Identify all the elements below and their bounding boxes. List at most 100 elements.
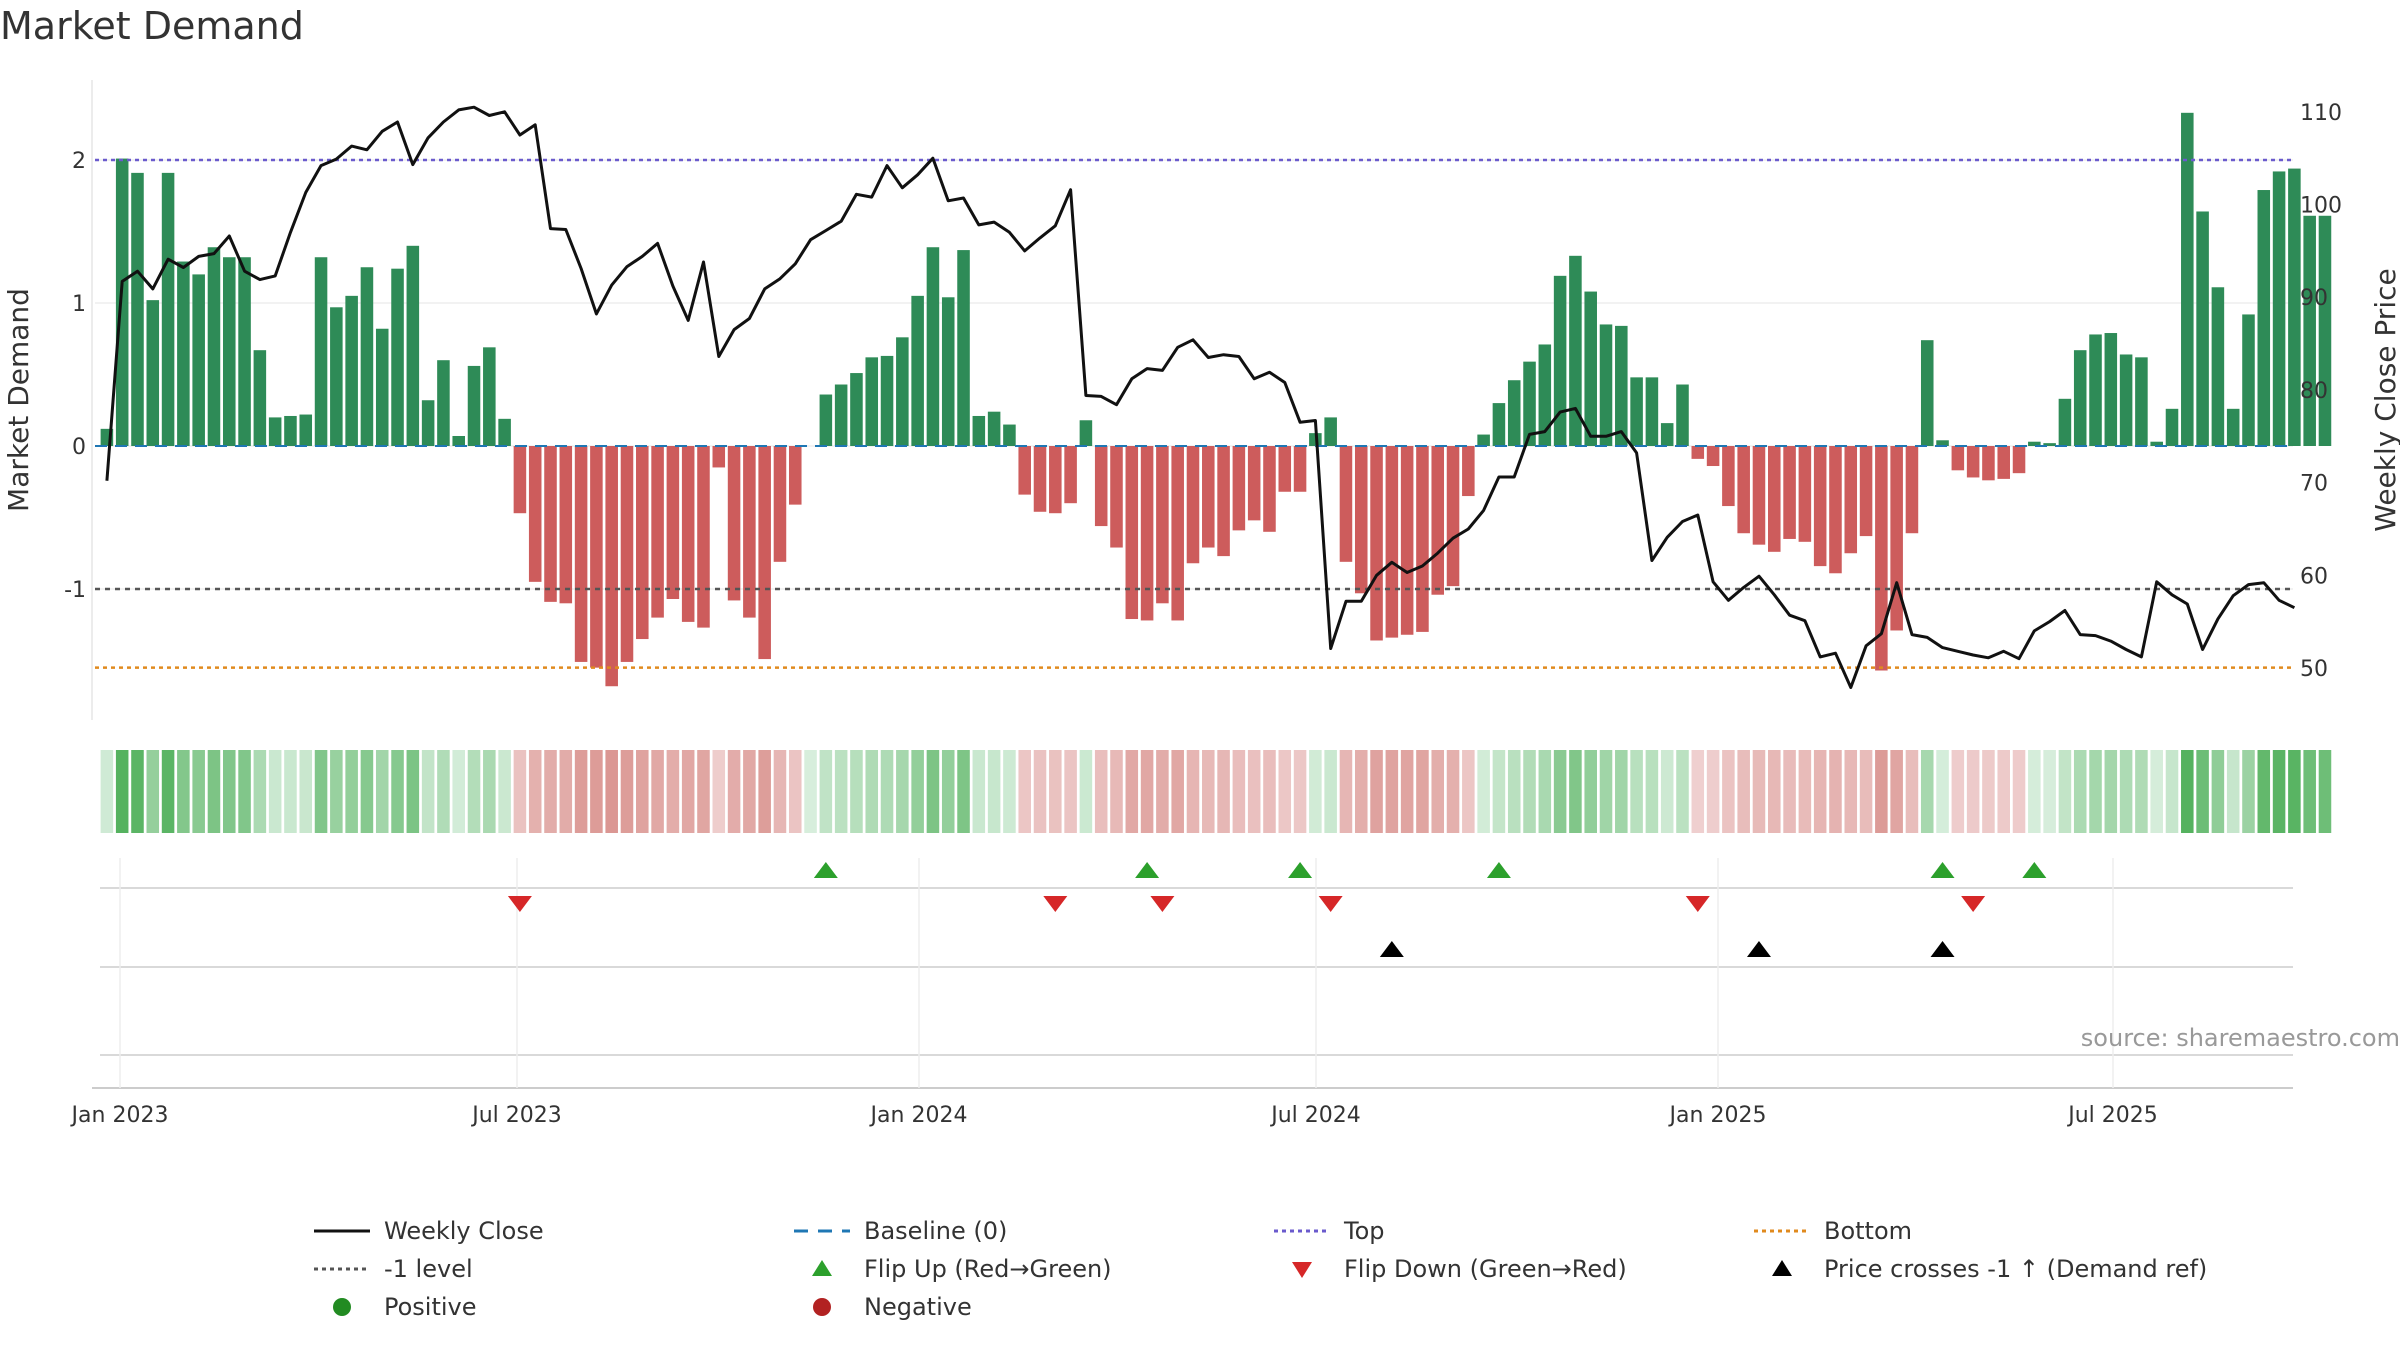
heat-cell: [2043, 750, 2056, 833]
demand-bar: [467, 365, 481, 446]
y-tick-label: -1: [64, 578, 86, 603]
demand-bar: [146, 300, 160, 446]
demand-bar: [222, 257, 236, 446]
heat-cell: [437, 750, 450, 833]
demand-bar: [1416, 446, 1429, 632]
demand-bar: [941, 297, 955, 446]
weekly-close-line: [105, 105, 2296, 689]
heat-cell: [544, 750, 557, 833]
price-cross-marker: [1746, 941, 1771, 957]
heat-cell: [345, 750, 358, 833]
legend-label: Flip Up (Red→Green): [864, 1255, 1112, 1283]
demand-bar: [1920, 340, 1934, 446]
y2-tick-label: 60: [2300, 564, 2328, 589]
heat-cell: [1523, 750, 1536, 833]
heat-cell: [2135, 750, 2148, 833]
demand-bar: [161, 172, 175, 446]
demand-bar: [987, 411, 1001, 446]
demand-bar: [1859, 446, 1873, 537]
heat-cell: [666, 750, 680, 833]
demand-bar: [1997, 446, 2011, 479]
heat-cell: [590, 750, 603, 833]
demand-bar: [1110, 446, 1123, 548]
demand-bar: [1400, 446, 1414, 635]
legend-label: Baseline (0): [864, 1217, 1008, 1245]
heat-cell: [1569, 750, 1582, 833]
demand-bar: [743, 446, 756, 618]
demand-bar: [2119, 354, 2133, 446]
heat-cell: [926, 750, 940, 833]
demand-bar: [421, 400, 435, 446]
demand-bar: [1125, 446, 1139, 620]
demand-bar: [1431, 446, 1445, 595]
demand-bar: [1202, 446, 1215, 548]
demand-bar: [1477, 434, 1490, 446]
heat-cell: [1553, 750, 1567, 833]
demand-bar: [2028, 441, 2041, 446]
heat-cell: [1110, 750, 1123, 833]
y2-tick-label: 100: [2300, 194, 2342, 219]
heat-cell: [743, 750, 756, 833]
legend-positive: Positive: [312, 1290, 477, 1324]
heat-cell: [131, 750, 144, 833]
demand-bar: [2242, 314, 2255, 446]
heat-cell: [2165, 750, 2179, 833]
heat-cell: [1997, 750, 2011, 833]
legend-weekly-close: Weekly Close: [312, 1214, 544, 1248]
legend-label: Weekly Close: [384, 1217, 544, 1245]
heat-cell: [1599, 750, 1613, 833]
triangle-up-icon: [812, 1260, 832, 1276]
heat-cell: [513, 750, 527, 833]
y-axis-title: Market Demand: [2, 288, 35, 512]
heat-cell: [1217, 750, 1230, 833]
heat-cell: [2257, 750, 2271, 833]
heat-cell: [391, 750, 404, 833]
demand-bar: [620, 446, 634, 662]
flip-up-marker: [1486, 862, 1511, 878]
legend-negative: Negative: [792, 1290, 972, 1324]
chart-title: Market Demand: [0, 4, 304, 48]
demand-bar: [1370, 446, 1383, 641]
heat-cell: [1400, 750, 1414, 833]
y2-tick-label: 70: [2300, 472, 2328, 497]
flip-up-marker: [813, 862, 838, 878]
heat-cell: [222, 750, 236, 833]
heat-cell: [115, 750, 129, 833]
flip-down-marker: [1150, 896, 1175, 912]
y-tick-label: 0: [72, 435, 86, 460]
price-cross-marker: [1930, 941, 1955, 957]
heat-cell: [1507, 750, 1521, 833]
demand-bar: [1156, 446, 1169, 604]
heat-cell: [712, 750, 726, 833]
legend-flip-down: Flip Down (Green→Red): [1272, 1252, 1627, 1286]
heat-cell: [1018, 750, 1031, 833]
demand-bar: [1324, 417, 1337, 446]
flip-down-marker: [1318, 896, 1343, 912]
heat-cell: [1370, 750, 1383, 833]
demand-bar: [1079, 420, 1093, 446]
flip-down-marker: [1961, 896, 1986, 912]
demand-bar: [636, 446, 649, 640]
heat-cell: [1140, 750, 1154, 833]
heat-cell: [1798, 750, 1812, 833]
heat-cell: [2288, 750, 2301, 833]
demand-bar: [2272, 171, 2286, 446]
heat-cell: [1416, 750, 1429, 833]
heat-cell: [1630, 750, 1643, 833]
heat-cell: [2318, 750, 2332, 833]
demand-bar: [1752, 446, 1766, 545]
legend-bottom: Bottom: [1752, 1214, 1912, 1248]
heat-cell: [100, 750, 114, 833]
demand-bar: [2089, 334, 2102, 446]
heat-cell: [1752, 750, 1766, 833]
heat-cell: [2119, 750, 2133, 833]
legend-label: Bottom: [1824, 1217, 1913, 1245]
heat-cell: [1936, 750, 1949, 833]
demand-bar: [1844, 446, 1858, 554]
demand-bar: [2196, 211, 2209, 446]
heat-cell: [1982, 750, 1995, 833]
demand-bar: [834, 384, 848, 446]
demand-bar: [1339, 446, 1353, 562]
demand-bar: [651, 446, 664, 618]
flip-up-marker: [1288, 862, 1313, 878]
